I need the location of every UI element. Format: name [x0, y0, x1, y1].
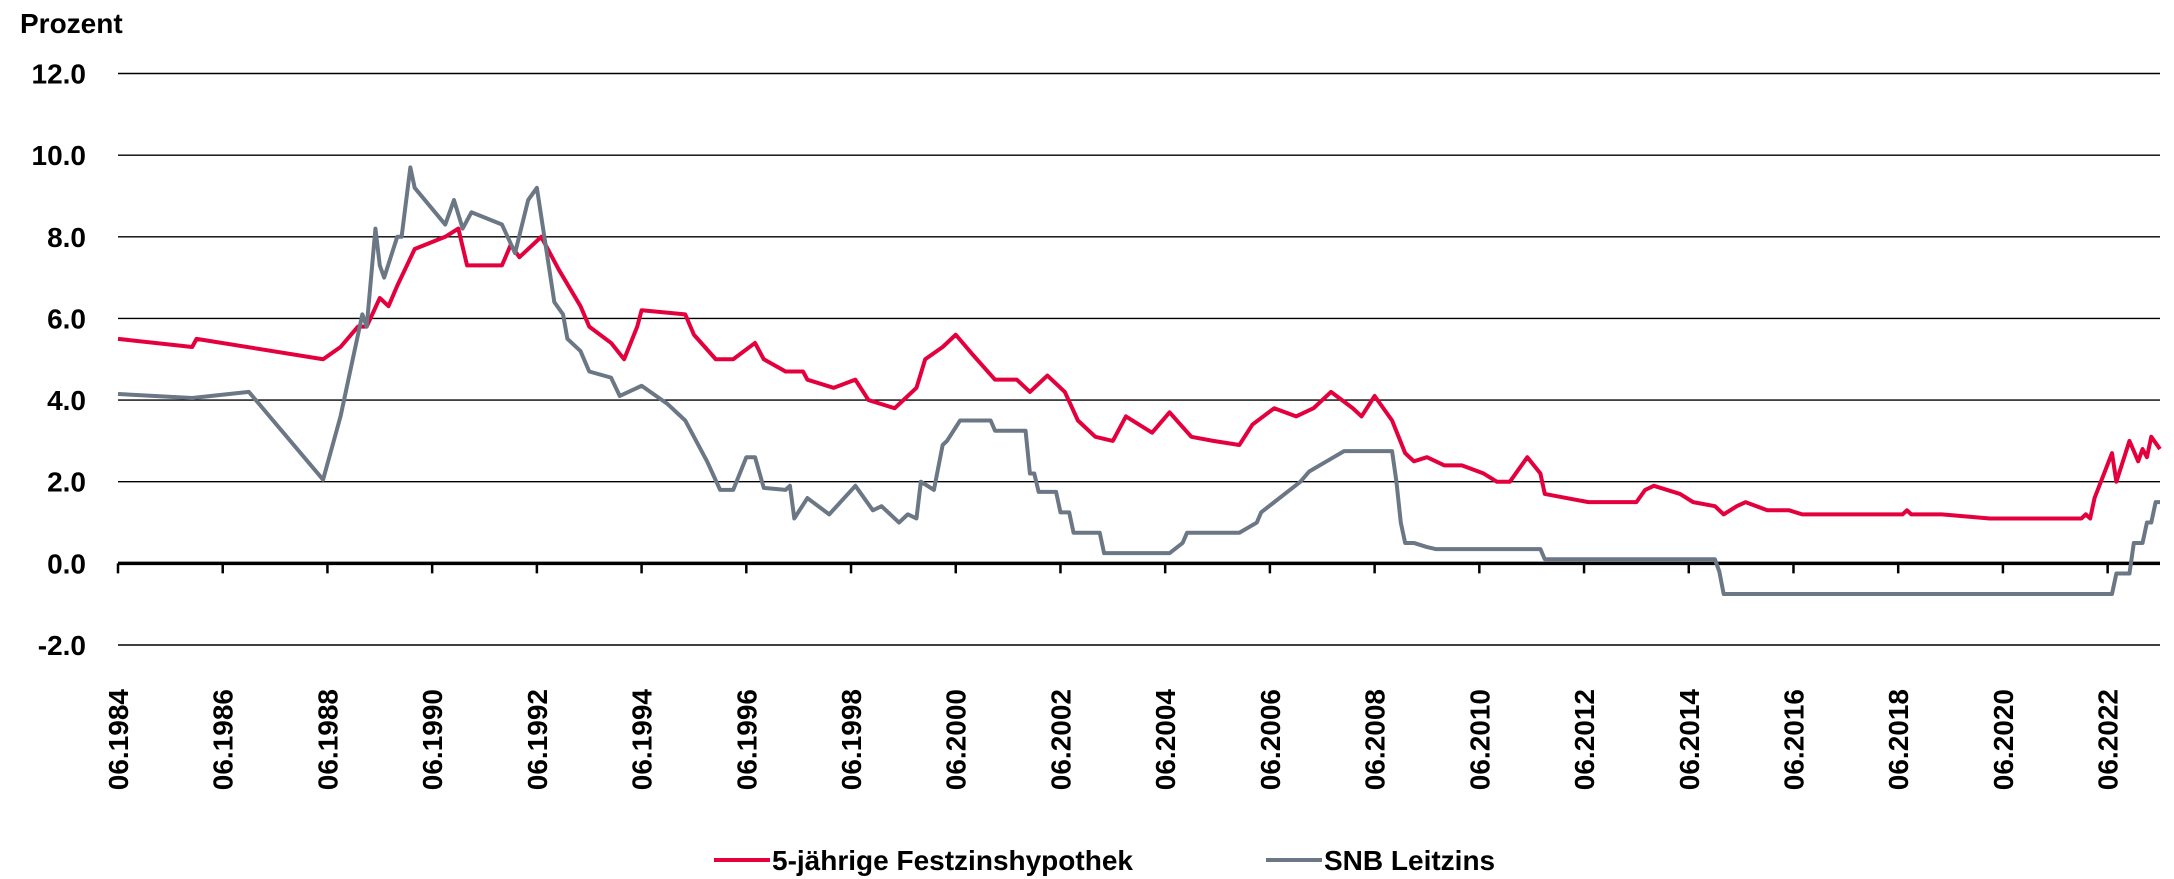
x-tick-label: 06.2002 [1045, 689, 1076, 790]
x-tick-label: 06.2014 [1674, 689, 1705, 791]
x-tick-label: 06.1996 [731, 689, 762, 790]
x-tick-label: 06.1992 [522, 689, 553, 790]
y-tick-label: 10.0 [32, 140, 87, 171]
x-tick-label: 06.1988 [312, 689, 343, 790]
x-tick-label: 06.1984 [103, 689, 134, 791]
x-tick-label: 06.1998 [836, 689, 867, 790]
x-tick-label: 06.2010 [1464, 689, 1495, 790]
x-tick-label: 06.2004 [1150, 689, 1181, 791]
y-tick-label: 8.0 [47, 222, 86, 253]
x-tick-label: 06.2018 [1883, 689, 1914, 790]
y-tick-label: 2.0 [47, 467, 86, 498]
y-tick-label: 4.0 [47, 385, 86, 416]
legend-label: 5-jährige Festzinshypothek [772, 845, 1133, 876]
x-tick-label: 06.2020 [1988, 689, 2019, 790]
series-line [117, 226, 2162, 521]
y-tick-label: 0.0 [47, 548, 86, 579]
x-tick-label: 06.2008 [1360, 689, 1391, 790]
x-tick-label: 06.1986 [208, 689, 239, 790]
x-tick-label: 06.2006 [1255, 689, 1286, 790]
x-tick-label: 06.1994 [627, 689, 658, 791]
y-tick-label: -2.0 [38, 630, 86, 661]
y-axis-label: Prozent [20, 8, 123, 39]
x-tick-label: 06.2016 [1778, 689, 1809, 790]
x-tick-label: 06.2000 [941, 689, 972, 790]
x-tick-label: 06.2022 [2093, 689, 2124, 790]
x-tick-label: 06.1990 [417, 689, 448, 790]
y-tick-label: 6.0 [47, 303, 86, 334]
series-line [117, 165, 2160, 596]
x-tick-label: 06.2012 [1569, 689, 1600, 790]
legend-label: SNB Leitzins [1324, 845, 1495, 876]
y-tick-label: 12.0 [32, 59, 87, 90]
